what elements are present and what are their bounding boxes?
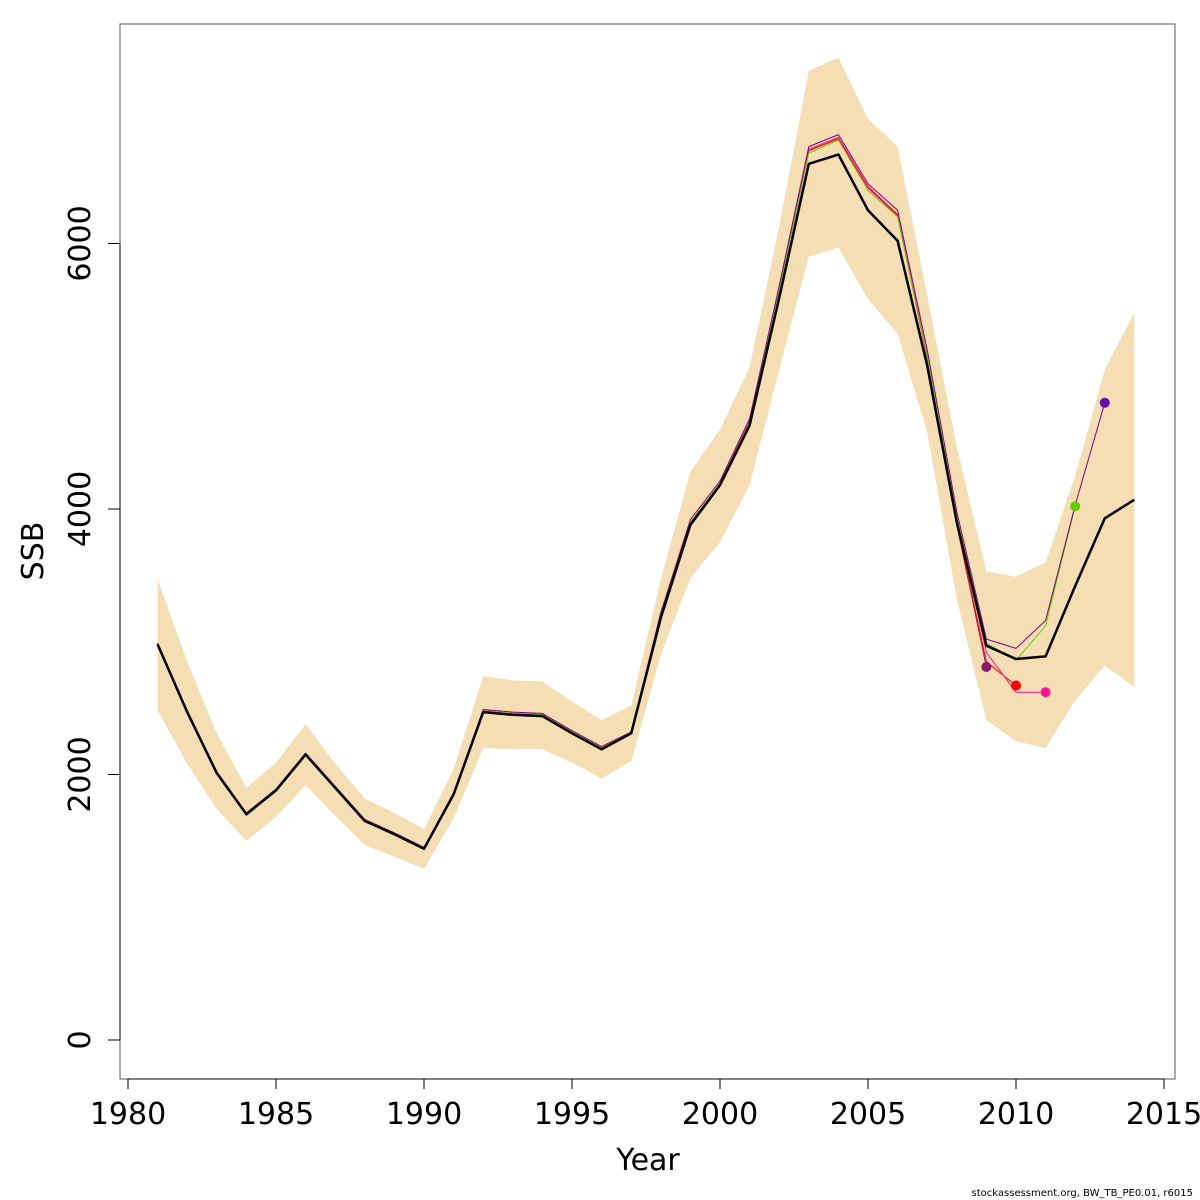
series-line-0	[156, 153, 1136, 851]
series-endpoint-3	[1040, 687, 1051, 698]
y-tick-label-0: 0	[63, 1030, 98, 1049]
y-tick-label-3: 6000	[63, 205, 98, 281]
series-endpoint-1	[1099, 397, 1110, 408]
y-tick-label-2: 4000	[63, 471, 98, 547]
series-endpoint-5	[981, 661, 992, 672]
x-tick-label-7: 2015	[1126, 1097, 1200, 1132]
series-endpoint-2	[1070, 501, 1081, 512]
series-endpoint-4	[1011, 680, 1021, 691]
confidence-band	[157, 57, 1135, 869]
y-axis-label: SSB	[16, 522, 51, 581]
x-tick-label-4: 2000	[682, 1097, 758, 1132]
x-axis-label: Year	[615, 1143, 680, 1178]
x-tick-label-0: 1980	[90, 1097, 166, 1132]
x-axis: 1980 1985 1990 1995 2000 2005 2010 2015	[90, 1078, 1200, 1132]
footnote: stockassessment.org, BW_TB_PE0.01, r6015	[972, 1188, 1193, 1199]
x-tick-label-6: 2010	[978, 1097, 1054, 1132]
x-tick-label-3: 1995	[534, 1097, 610, 1132]
y-axis: 0 2000 4000 6000	[63, 205, 121, 1050]
x-tick-label-2: 1990	[386, 1097, 462, 1132]
y-tick-label-1: 2000	[63, 736, 98, 812]
confidence-band-layer	[157, 57, 1135, 869]
x-tick-label-5: 2005	[830, 1097, 906, 1132]
series-layer	[156, 134, 1136, 851]
endpoint-layer	[981, 397, 1110, 698]
x-tick-label-1: 1985	[238, 1097, 314, 1132]
plot-frame	[119, 23, 1176, 1080]
